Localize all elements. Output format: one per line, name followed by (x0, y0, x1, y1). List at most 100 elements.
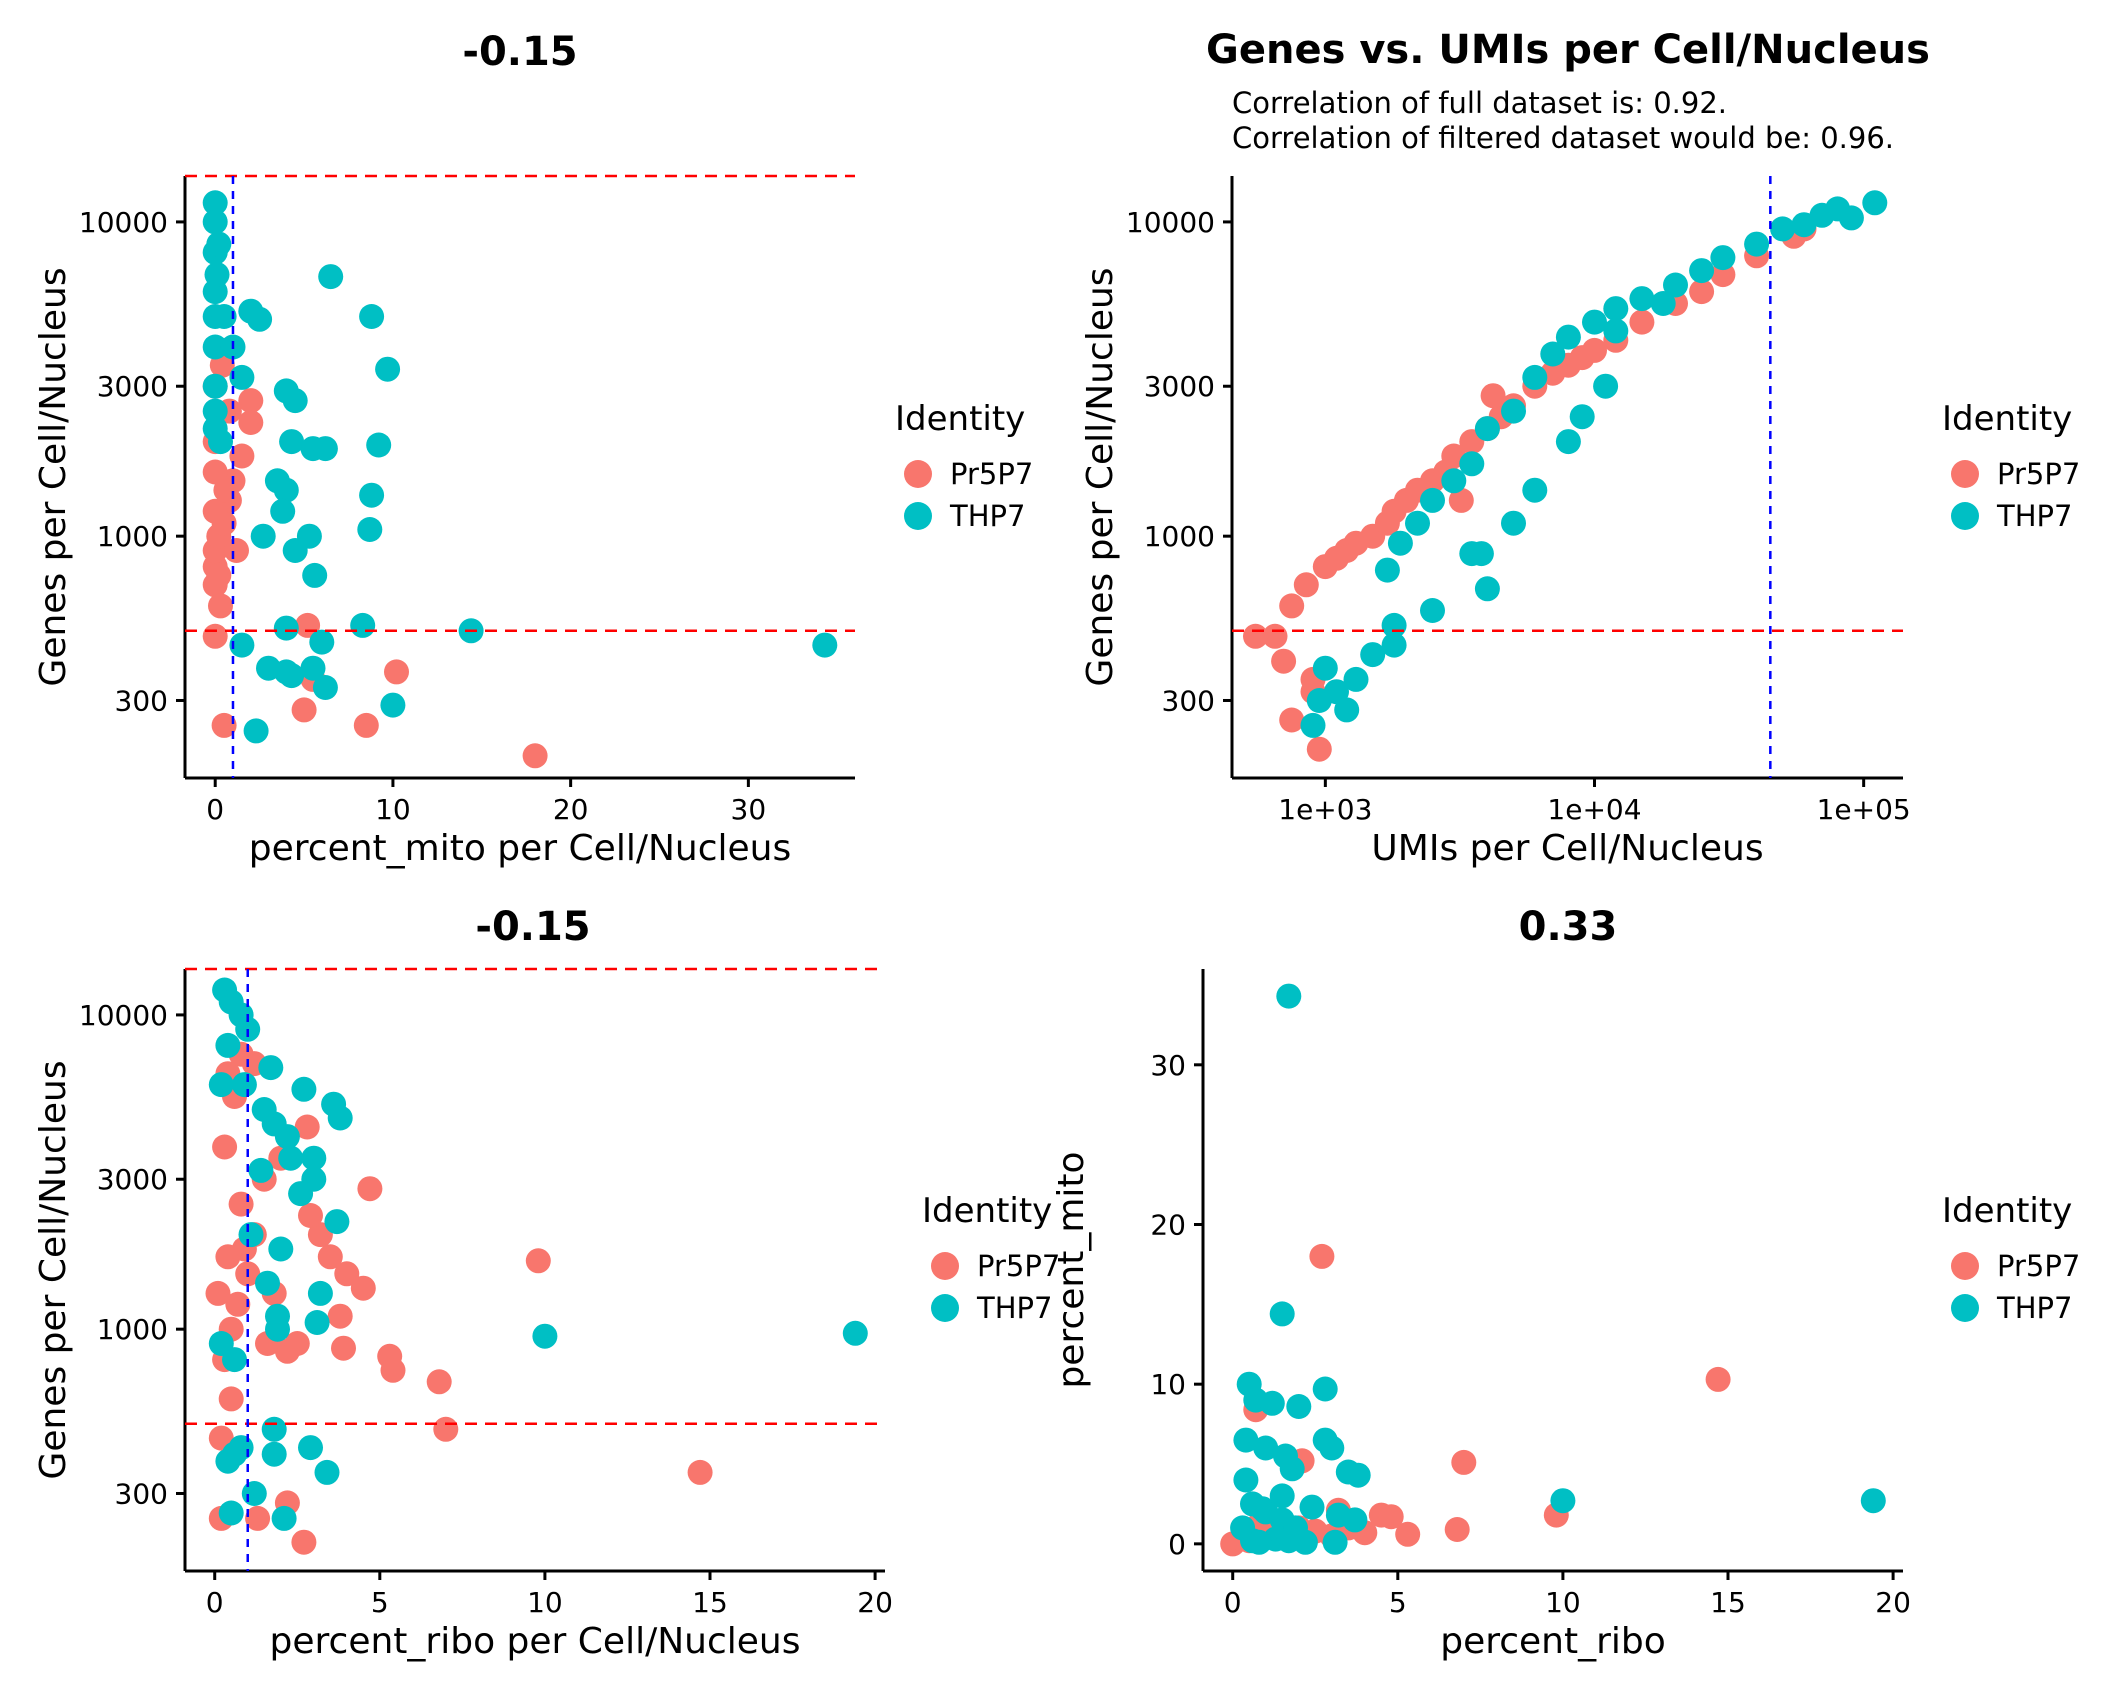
point-pr5p7 (1306, 736, 1332, 762)
point-thp7 (211, 304, 237, 329)
point-pr5p7 (1582, 337, 1607, 363)
point-thp7 (202, 209, 228, 235)
point-thp7 (1249, 1496, 1275, 1522)
point-thp7 (202, 190, 228, 216)
point-thp7 (1770, 216, 1796, 242)
legend-key-pr5p7 (1951, 460, 1979, 488)
point-thp7 (1860, 1488, 1886, 1514)
point-pr5p7 (228, 1191, 254, 1217)
legend-title: Identity (1942, 399, 2072, 439)
point-pr5p7 (215, 1244, 241, 1270)
x-axis-label: percent_mito per Cell/Nucleus (249, 828, 791, 869)
point-thp7 (202, 334, 228, 360)
x-tick-label: 0 (206, 1586, 224, 1619)
point-thp7 (1312, 1376, 1338, 1402)
x-tick-label: 15 (692, 1586, 728, 1619)
legend-label-thp7: THP7 (949, 499, 1025, 533)
point-thp7 (243, 718, 269, 744)
y-tick-label: 10 (1150, 1368, 1186, 1401)
point-pr5p7 (202, 623, 228, 649)
point-thp7 (357, 517, 383, 542)
point-pr5p7 (212, 1134, 238, 1160)
x-tick-label: 0 (1224, 1586, 1242, 1619)
point-thp7 (1387, 530, 1413, 556)
point-thp7 (282, 538, 308, 563)
legend-label-pr5p7: Pr5P7 (1997, 457, 2080, 491)
x-tick-label: 0 (206, 793, 224, 826)
point-pr5p7 (1293, 572, 1319, 598)
point-thp7 (1233, 1427, 1259, 1453)
point-thp7 (279, 429, 305, 455)
legend-key-pr5p7 (1951, 1252, 1979, 1280)
point-thp7 (532, 1323, 558, 1349)
point-pr5p7 (238, 388, 264, 414)
point-thp7 (1279, 1456, 1305, 1482)
point-thp7 (812, 632, 838, 658)
chart-subtitle: Correlation of filtered dataset would be… (1232, 121, 1894, 155)
y-axis-label: Genes per Cell/Nucleus (1080, 267, 1121, 686)
point-thp7 (1319, 1435, 1345, 1461)
y-axis-label: percent_mito (1051, 1151, 1092, 1388)
legend-title: Identity (1942, 1191, 2072, 1231)
point-thp7 (324, 1209, 350, 1235)
point-thp7 (1343, 666, 1369, 692)
point-pr5p7 (1309, 1243, 1335, 1269)
point-pr5p7 (384, 659, 409, 685)
point-thp7 (261, 1416, 287, 1442)
point-thp7 (288, 1181, 314, 1207)
y-tick-label: 1000 (97, 520, 168, 553)
x-tick-label: 30 (731, 793, 767, 826)
point-thp7 (1459, 451, 1485, 477)
legend-key-thp7 (1951, 1294, 1979, 1322)
point-pr5p7 (225, 1291, 251, 1317)
point-pr5p7 (522, 743, 548, 769)
point-thp7 (842, 1320, 868, 1346)
point-pr5p7 (353, 712, 379, 738)
point-thp7 (1501, 398, 1526, 424)
legend: Identity Pr5P7 THP7 (1942, 399, 2080, 533)
point-thp7 (366, 432, 392, 458)
point-thp7 (271, 1505, 297, 1531)
point-pr5p7 (202, 459, 228, 485)
legend-label-thp7: THP7 (1996, 1291, 2072, 1325)
point-thp7 (1230, 1515, 1256, 1541)
point-pr5p7 (426, 1369, 452, 1395)
point-thp7 (1468, 541, 1494, 567)
point-thp7 (312, 436, 338, 462)
point-thp7 (282, 388, 308, 414)
point-thp7 (1555, 324, 1581, 350)
point-pr5p7 (1444, 1517, 1470, 1542)
point-pr5p7 (206, 562, 232, 588)
point-thp7 (208, 429, 233, 455)
point-thp7 (1650, 291, 1676, 316)
point-pr5p7 (1279, 707, 1305, 733)
point-pr5p7 (357, 1176, 383, 1202)
point-thp7 (1603, 318, 1629, 344)
point-thp7 (218, 1500, 244, 1526)
point-pr5p7 (433, 1416, 459, 1442)
point-thp7 (255, 1270, 280, 1296)
legend: Identity Pr5P7 THP7 (895, 399, 1033, 533)
x-tick-label: 5 (371, 1586, 389, 1619)
point-thp7 (202, 398, 228, 424)
point-thp7 (1299, 1494, 1325, 1520)
data-points (202, 190, 838, 769)
point-pr5p7 (1451, 1449, 1477, 1475)
point-thp7 (307, 1280, 333, 1306)
point-thp7 (265, 1316, 290, 1342)
point-thp7 (204, 262, 230, 288)
x-tick-label: 10 (375, 793, 411, 826)
point-thp7 (1342, 1507, 1368, 1533)
point-pr5p7 (380, 1357, 406, 1383)
point-thp7 (1550, 1488, 1576, 1514)
point-thp7 (202, 373, 228, 399)
point-pr5p7 (1262, 623, 1288, 649)
legend-label-thp7: THP7 (1996, 499, 2072, 533)
y-tick-label: 300 (115, 1477, 168, 1510)
y-tick-label: 10000 (79, 206, 168, 239)
point-thp7 (1381, 632, 1407, 658)
x-axis-label: UMIs per Cell/Nucleus (1371, 828, 1763, 869)
panel-genes-vs-percent-ribo: -0.15 0 5 10 15 20 300 1000 3000 10000 percent_rib… (33, 904, 1060, 1662)
legend-key-thp7 (1951, 502, 1979, 530)
